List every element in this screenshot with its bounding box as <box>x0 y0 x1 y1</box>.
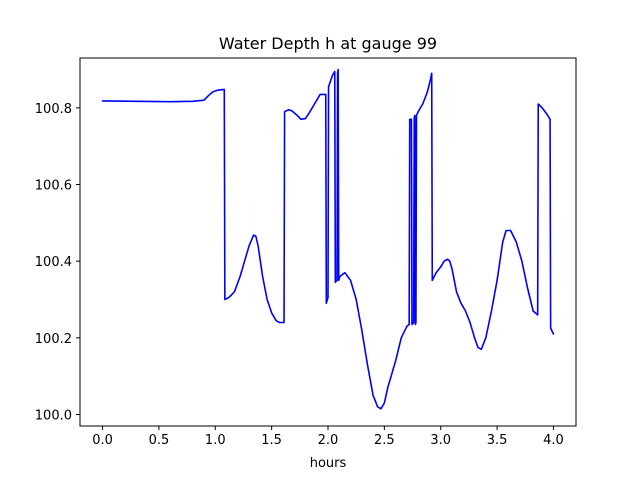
x-axis-ticks: 0.0 0.5 1.0 1.5 2.0 2.5 3.0 3.5 4.0 <box>92 426 564 448</box>
y-tick-label: 100.2 <box>35 332 72 347</box>
y-tick-label: 100.8 <box>35 102 72 117</box>
x-tick-label: 3.0 <box>430 433 451 448</box>
x-tick-label: 1.5 <box>261 433 282 448</box>
x-tick-label: 2.5 <box>374 433 395 448</box>
x-tick-label: 3.5 <box>487 433 508 448</box>
x-tick-label: 1.0 <box>205 433 226 448</box>
series-layer <box>101 68 555 410</box>
y-tick-label: 100.0 <box>35 409 72 424</box>
x-tick-label: 2.0 <box>318 433 339 448</box>
y-tick-label: 100.4 <box>35 255 72 270</box>
x-tick-label: 4.0 <box>543 433 564 448</box>
x-axis-label: hours <box>310 456 347 471</box>
chart-title: Water Depth h at gauge 99 <box>219 34 437 53</box>
x-tick-label: 0.0 <box>92 433 113 448</box>
y-axis-ticks: 100.0 100.2 100.4 100.6 100.8 <box>35 102 80 424</box>
x-tick-label: 0.5 <box>149 433 170 448</box>
y-tick-label: 100.6 <box>35 179 72 194</box>
series-line-0 <box>101 68 555 410</box>
